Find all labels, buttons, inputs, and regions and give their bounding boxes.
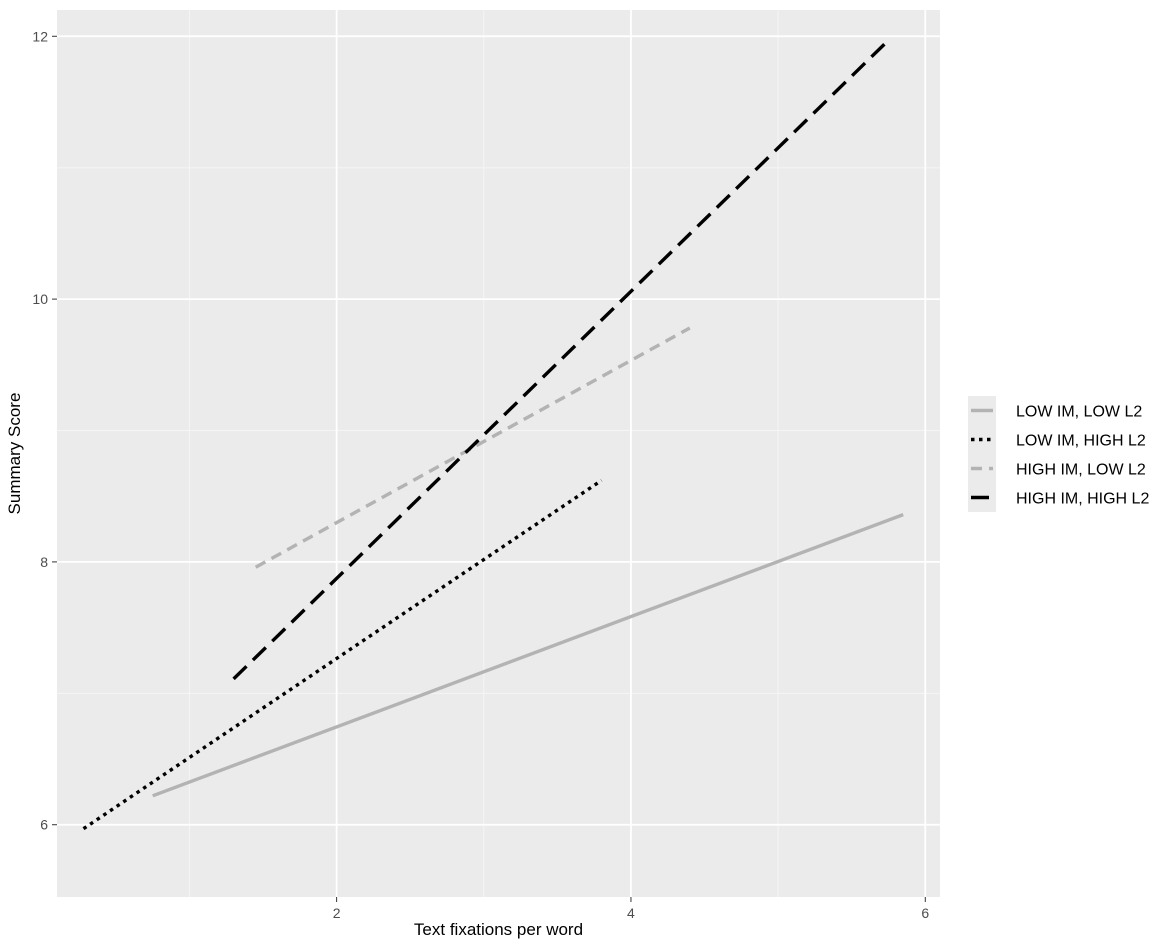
y-tick-label: 10	[32, 291, 48, 307]
grid-minor	[57, 10, 940, 897]
y-axis: 6 8 10 12	[32, 28, 57, 833]
grid-major	[57, 10, 940, 897]
series-line-2	[82, 478, 603, 831]
legend-label: HIGH IM, HIGH L2	[1016, 491, 1149, 508]
series-line-3	[254, 326, 691, 569]
y-axis-title: Summary Score	[5, 393, 24, 515]
y-tick-label: 6	[40, 817, 48, 833]
series-layer	[82, 38, 904, 831]
x-tick-label: 6	[921, 905, 929, 921]
y-tick-label: 12	[32, 28, 48, 44]
legend-label: LOW IM, LOW L2	[1016, 404, 1142, 421]
legend-label: LOW IM, HIGH L2	[1016, 433, 1146, 450]
series-line-4	[232, 38, 890, 681]
x-tick-label: 2	[333, 905, 341, 921]
x-tick-label: 4	[627, 905, 635, 921]
legend-label: HIGH IM, LOW L2	[1016, 462, 1146, 479]
x-axis: 2 4 6	[333, 897, 929, 921]
y-tick-label: 8	[40, 554, 48, 570]
legend: LOW IM, LOW L2 LOW IM, HIGH L2 HIGH IM, LO…	[968, 396, 1149, 512]
series-line-1	[152, 513, 904, 798]
x-axis-title: Text fixations per word	[414, 920, 583, 939]
